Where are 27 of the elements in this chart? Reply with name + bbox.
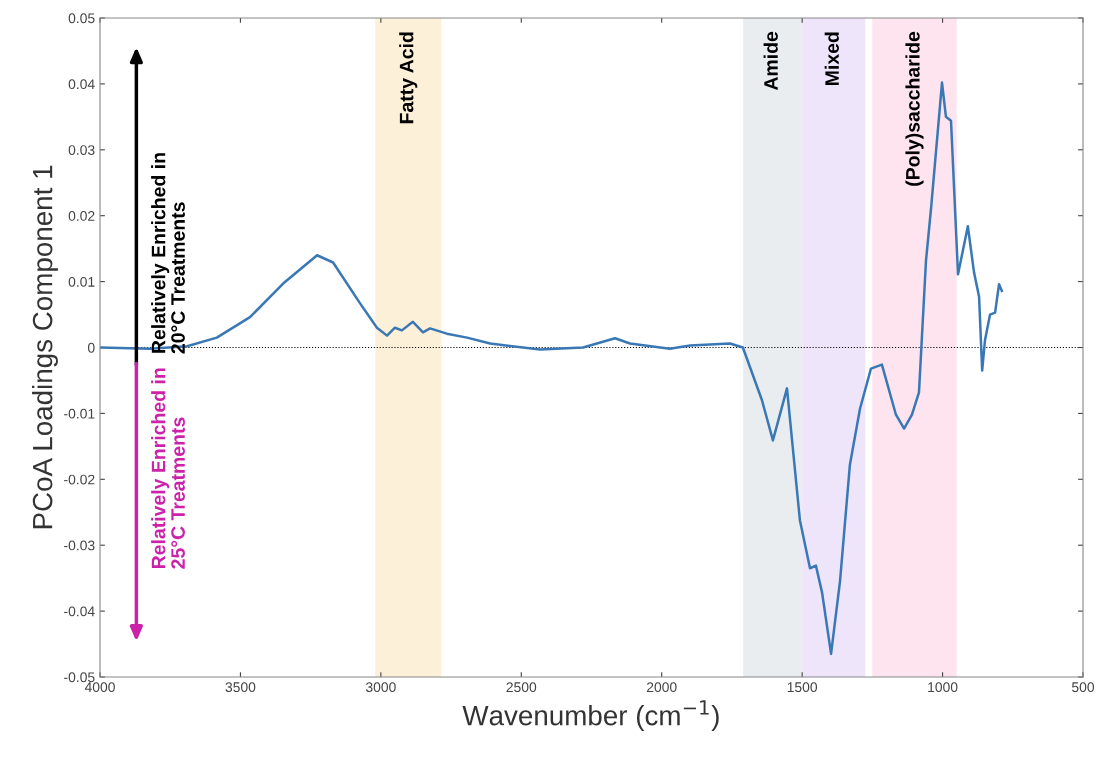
y-tick-label: 0.03: [68, 145, 95, 155]
annotation: Relatively Enriched in 25°C Treatments: [151, 368, 185, 569]
y-tick-label: 0.05: [68, 13, 95, 24]
x-tick-label: 3500: [225, 682, 256, 693]
y-tick-label: -0.03: [64, 540, 95, 551]
band-label: Amide: [763, 31, 778, 91]
x-tick-label: 2000: [646, 682, 677, 693]
x-tick-label: 3000: [365, 682, 396, 693]
y-tick-label: -0.05: [64, 672, 95, 683]
annotation: Relatively Enriched in 20°C Treatments: [151, 153, 185, 354]
y-tick-label: 0.04: [68, 79, 95, 90]
y-axis-title: PCoA Loadings Component 1: [32, 165, 58, 529]
x-axis-title: Wavenumber (cm$^{−1}$): [462, 700, 719, 731]
y-tick-label: -0.04: [64, 606, 95, 617]
y-tick-label: -0.02: [64, 474, 95, 485]
band-label: (Poly)saccharide: [905, 31, 924, 186]
band-label: Fatty Acid: [399, 32, 418, 124]
y-tick-label: -0.01: [64, 408, 95, 419]
x-tick-label: 4000: [84, 682, 115, 693]
y-tick-label: 0.01: [68, 276, 95, 287]
x-tick-label: 1500: [787, 682, 818, 693]
band-label: Mixed: [824, 32, 839, 85]
x-tick-label: 1000: [928, 682, 958, 693]
y-tick-label: 0: [87, 342, 95, 353]
y-tick-label: 0.02: [68, 211, 95, 221]
x-tick-label: 500: [1071, 682, 1095, 693]
x-tick-label: 2500: [506, 682, 537, 693]
